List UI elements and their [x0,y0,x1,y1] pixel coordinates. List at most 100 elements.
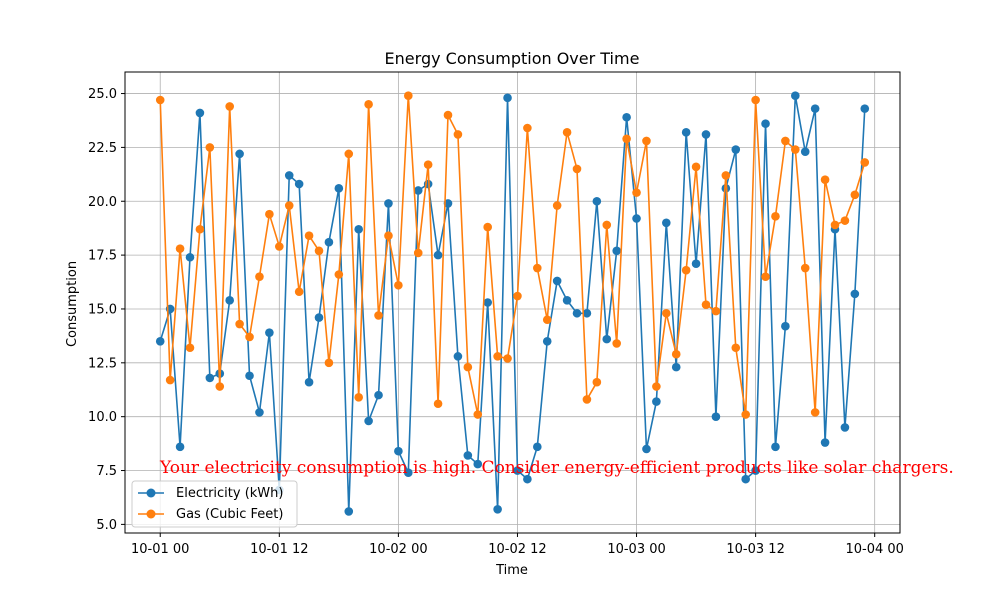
data-point [533,442,542,452]
data-point [483,298,492,307]
data-point [155,95,165,105]
y-tick-label: 22.5 [88,141,117,156]
x-axis-ticks: 10-01 00 10-01 12 10-02 00 10-02 12 10-03 00… [131,533,904,557]
series-layer [155,91,870,516]
x-tick-label: 10-01 00 [131,542,189,557]
data-point [463,362,473,372]
x-tick-label: 10-04 00 [845,542,903,557]
data-point [404,468,413,477]
data-point [751,95,760,105]
data-point [701,130,711,139]
y-tick-label: 10.0 [88,410,117,425]
data-point [443,199,453,208]
data-point [334,184,344,193]
data-point [721,171,731,180]
data-point [850,289,860,299]
data-point [800,147,810,157]
data-point [344,149,354,159]
y-tick-label: 7.5 [96,464,117,479]
data-point [523,474,532,484]
legend-label-electricity: Electricity (kWh) [176,486,283,501]
data-point [622,134,631,144]
x-tick-label: 10-02 12 [488,542,546,557]
data-point [215,382,225,391]
data-point [294,287,304,297]
data-point [483,222,492,232]
data-point [384,199,393,208]
data-point [602,334,612,344]
legend-box [131,480,298,528]
data-point [205,373,215,383]
data-point [830,220,840,230]
data-point [751,466,760,475]
data-point [642,136,651,146]
data-point [314,313,324,322]
data-point [781,321,790,331]
data-point [255,272,264,281]
data-point [840,423,850,432]
data-point [473,410,483,419]
y-tick-label: 25.0 [88,87,117,102]
y-axis-label: Consumption [65,261,80,347]
data-point [245,371,254,381]
x-tick-label: 10-02 00 [369,542,427,557]
data-point [364,416,373,426]
data-point [275,242,284,251]
data-point [771,212,780,221]
data-point [265,328,274,337]
data-point [513,291,522,301]
series-line [159,95,866,415]
data-point [433,399,443,409]
data-point [632,214,641,223]
data-point [701,300,711,309]
data-point [503,354,512,363]
data-point [711,306,721,316]
data-point [394,446,403,456]
legend-marker-electricity [146,488,156,498]
data-point [185,343,195,353]
data-point [582,308,592,318]
data-point [413,248,423,258]
data-point [671,362,681,372]
plot-frame [124,71,901,534]
data-point [413,186,423,195]
data-point [175,244,185,253]
data-point [463,451,473,460]
data-point [374,311,383,320]
data-point [185,252,195,262]
data-point [662,308,671,318]
data-point [255,408,264,417]
data-point [433,250,443,260]
data-point [225,102,234,111]
data-point [155,336,165,346]
data-point [552,276,562,286]
data-point [423,160,433,169]
series-gas [155,91,870,419]
data-point [592,196,602,206]
data-point [443,110,453,120]
data-point [582,395,592,404]
data-point [165,375,175,385]
data-point [681,265,691,275]
data-point [324,237,334,247]
data-point [235,319,244,329]
data-point [562,296,572,305]
data-point [771,442,780,452]
data-point [761,272,770,281]
data-point [513,466,522,475]
data-point [791,91,800,100]
data-point [800,263,810,273]
data-point [761,119,770,129]
data-point [195,108,205,118]
data-point [235,149,244,159]
data-point [612,246,621,256]
data-point [572,308,582,318]
data-point [860,104,870,113]
data-point [384,231,393,241]
data-point [781,136,790,146]
data-point [284,171,294,180]
data-point [632,188,641,197]
data-point [652,397,661,406]
data-point [314,246,324,256]
data-point [195,224,205,234]
